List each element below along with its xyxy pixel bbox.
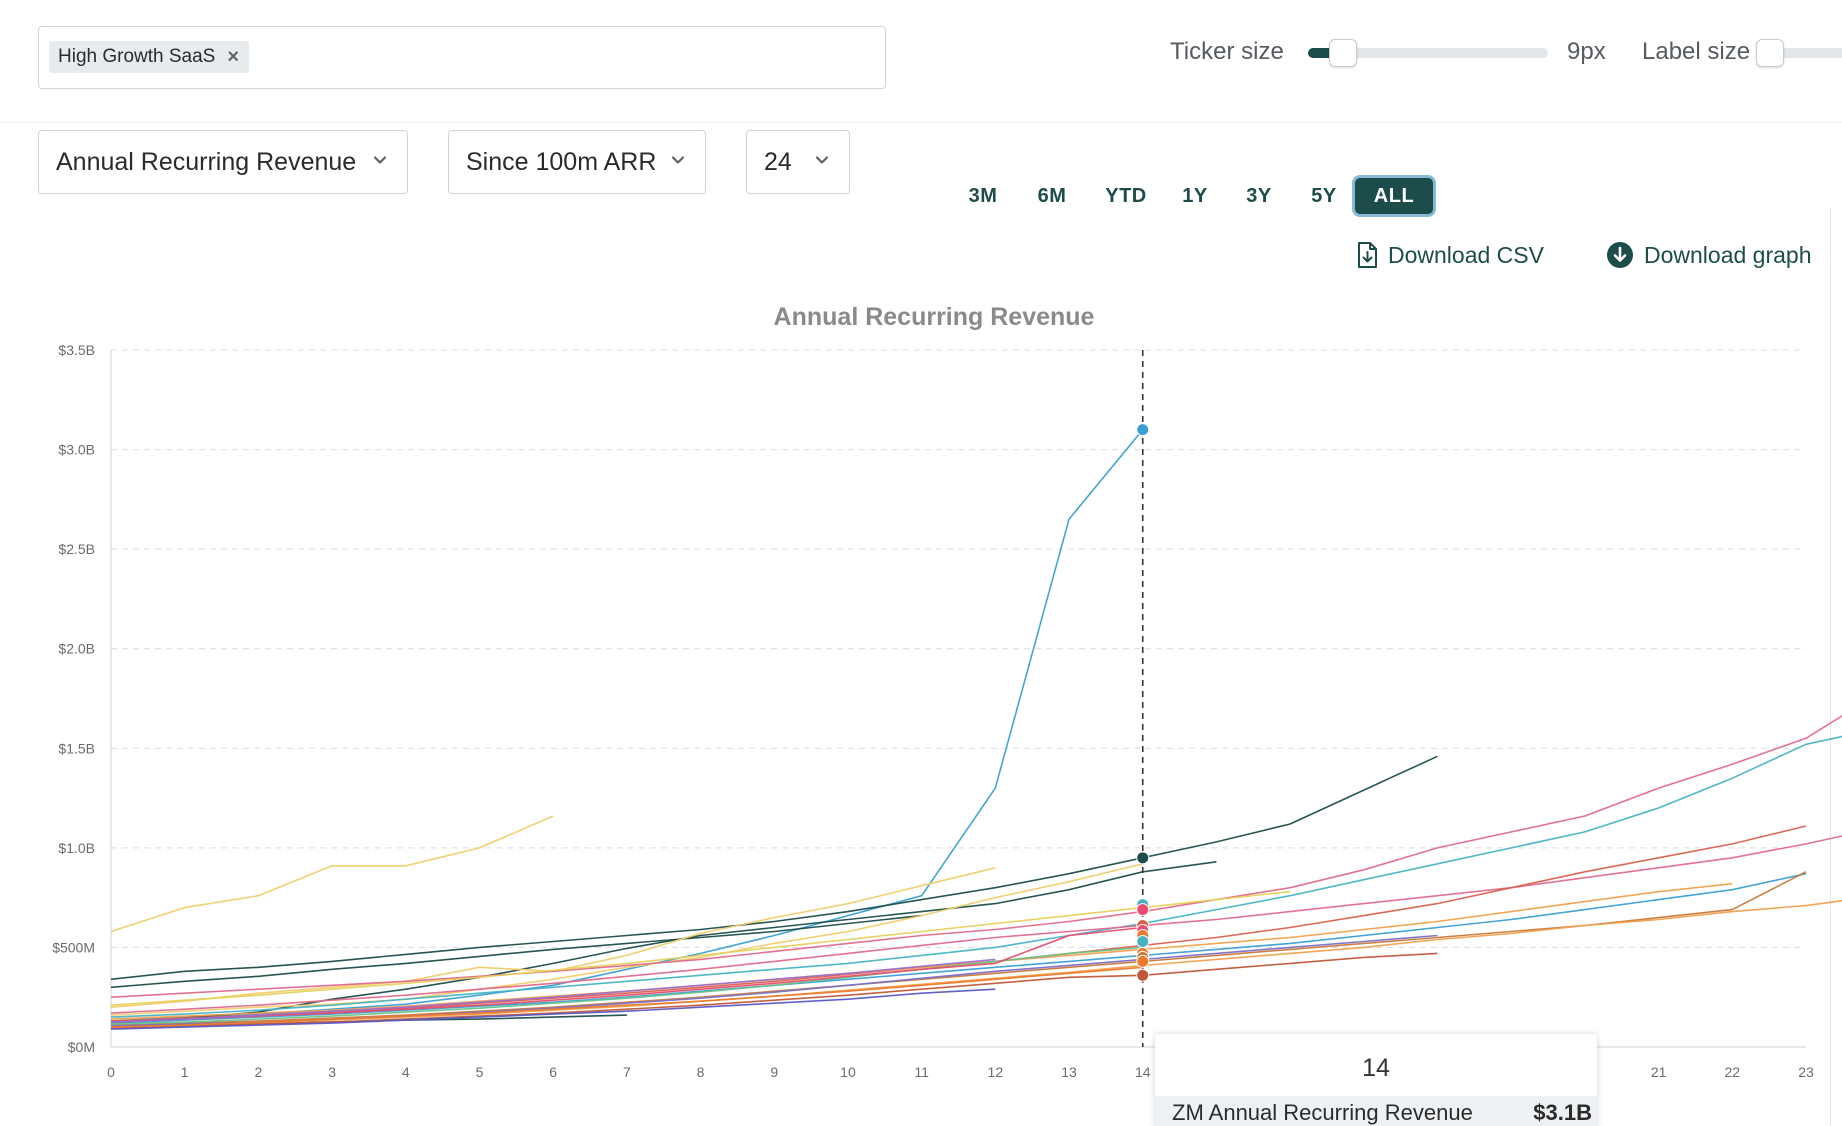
series-line bbox=[110, 988, 996, 1030]
series-line bbox=[110, 863, 1143, 1016]
x-tick-label: 4 bbox=[402, 1064, 410, 1080]
series-line bbox=[110, 429, 1144, 1022]
x-tick-label: 10 bbox=[840, 1064, 856, 1080]
series-line bbox=[110, 914, 922, 989]
metric-dropdown[interactable]: Annual Recurring Revenue bbox=[38, 130, 408, 194]
range-ytd-button[interactable]: YTD bbox=[1105, 184, 1147, 207]
x-tick-label: 14 bbox=[1135, 1064, 1151, 1080]
toolbar-divider bbox=[0, 122, 1842, 123]
series-line bbox=[110, 952, 1438, 1029]
chart-grid bbox=[111, 349, 1806, 948]
x-tick-label: 6 bbox=[549, 1064, 557, 1080]
series-line bbox=[110, 958, 996, 1023]
panel-border bbox=[1830, 208, 1831, 1126]
series-line bbox=[110, 882, 1733, 1020]
tag-chip: High Growth SaaS × bbox=[49, 41, 250, 73]
range-1y-button[interactable]: 1Y bbox=[1182, 184, 1208, 207]
circle-download-icon bbox=[1607, 242, 1633, 268]
chart-title: Annual Recurring Revenue bbox=[773, 303, 1095, 331]
label-size-label: Label size bbox=[1642, 38, 1751, 65]
crosshair-dot bbox=[1136, 851, 1150, 865]
download-graph-button[interactable]: Download graph bbox=[1606, 238, 1812, 272]
baseline-dropdown[interactable]: Since 100m ARR bbox=[448, 130, 706, 194]
series-line bbox=[110, 735, 1842, 1018]
label-size-slider[interactable] bbox=[1756, 39, 1842, 67]
tooltip-series-value: $3.1B bbox=[1533, 1100, 1592, 1125]
y-tick-label: $2.0B bbox=[58, 641, 95, 657]
download-csv-label: Download CSV bbox=[1388, 241, 1544, 268]
tooltip-x-label: 14 bbox=[1362, 1054, 1390, 1082]
tag-chip-label: High Growth SaaS bbox=[58, 46, 216, 67]
ticker-size-thumb[interactable] bbox=[1329, 39, 1358, 67]
x-tick-label: 3 bbox=[328, 1064, 336, 1080]
x-tick-label: 2 bbox=[254, 1064, 262, 1080]
download-csv-button[interactable]: Download CSV bbox=[1356, 238, 1544, 272]
chevron-down-icon bbox=[671, 156, 685, 164]
chart-tooltip: 14 ZM Annual Recurring Revenue $3.1B bbox=[1155, 1034, 1597, 1126]
range-all-button[interactable]: ALL bbox=[1355, 178, 1433, 214]
tooltip-series-name: ZM Annual Recurring Revenue bbox=[1172, 1100, 1473, 1125]
ticker-size-fill bbox=[1308, 48, 1344, 58]
x-tick-label: 9 bbox=[770, 1064, 778, 1080]
series-line bbox=[110, 890, 1291, 1006]
crosshair-dot bbox=[1136, 423, 1150, 437]
baseline-dropdown-value: Since 100m ARR bbox=[466, 147, 657, 176]
x-tick-label: 0 bbox=[107, 1064, 115, 1080]
series-line bbox=[110, 966, 1143, 1028]
series-line bbox=[110, 815, 554, 933]
chevron-down-icon bbox=[373, 156, 387, 164]
crosshair-dots bbox=[1136, 423, 1150, 982]
series-line bbox=[110, 871, 1807, 1026]
x-tick-label: 21 bbox=[1651, 1064, 1667, 1080]
close-icon[interactable]: × bbox=[227, 45, 240, 68]
crosshair-dot bbox=[1136, 903, 1150, 917]
x-tick-label: 11 bbox=[914, 1064, 929, 1080]
series-line bbox=[110, 946, 1143, 1025]
series-line bbox=[110, 872, 1807, 1024]
x-tick-label: 12 bbox=[988, 1064, 1004, 1080]
chevron-down-icon bbox=[815, 156, 829, 164]
x-tick-label: 13 bbox=[1061, 1064, 1077, 1080]
range-3m-button[interactable]: 3M bbox=[968, 184, 998, 207]
series-line bbox=[110, 714, 1842, 998]
x-tick-label: 8 bbox=[697, 1064, 705, 1080]
tag-filter-input[interactable]: High Growth SaaS × bbox=[38, 26, 886, 89]
series-line bbox=[110, 755, 1438, 981]
series-line bbox=[110, 926, 1143, 1023]
y-tick-label: $3.5B bbox=[58, 342, 95, 358]
crosshair-dot bbox=[1136, 934, 1150, 948]
y-tick-label: $0M bbox=[68, 1039, 95, 1055]
series-line bbox=[110, 835, 1842, 1014]
x-tick-label: 1 bbox=[181, 1064, 189, 1080]
crosshair-dot bbox=[1136, 968, 1150, 982]
x-tick-label: 5 bbox=[476, 1064, 484, 1080]
series-line bbox=[110, 899, 1842, 1028]
range-6m-button[interactable]: 6M bbox=[1037, 184, 1067, 207]
y-tick-label: $1.0B bbox=[58, 840, 95, 856]
ticker-size-slider[interactable] bbox=[1308, 39, 1548, 67]
download-graph-label: Download graph bbox=[1644, 241, 1812, 268]
range-3y-button[interactable]: 3Y bbox=[1246, 184, 1272, 207]
ticker-size-label: Ticker size bbox=[1170, 38, 1284, 65]
crosshair-dot bbox=[1136, 954, 1150, 968]
y-axis: $0M $500M $1.0B $1.5B $2.0B $2.5B $3.0B $3.5B bbox=[52, 342, 112, 1055]
metric-dropdown-value: Annual Recurring Revenue bbox=[56, 147, 357, 176]
range-5y-button[interactable]: 5Y bbox=[1311, 184, 1337, 207]
x-tick-label: 7 bbox=[623, 1064, 631, 1080]
x-tick-label: 23 bbox=[1798, 1064, 1814, 1080]
y-tick-label: $500M bbox=[52, 939, 95, 955]
y-tick-label: $3.0B bbox=[58, 442, 95, 458]
chart-series-group bbox=[110, 429, 1842, 1030]
count-dropdown-value: 24 bbox=[764, 147, 792, 176]
y-tick-label: $2.5B bbox=[58, 541, 95, 557]
file-download-icon bbox=[1358, 242, 1377, 268]
tooltip-row: ZM Annual Recurring Revenue $3.1B bbox=[1155, 1096, 1597, 1126]
x-tick-label: 22 bbox=[1725, 1064, 1741, 1080]
ticker-size-value: 9px bbox=[1567, 38, 1606, 65]
count-dropdown[interactable]: 24 bbox=[746, 130, 850, 194]
label-size-thumb[interactable] bbox=[1756, 39, 1784, 67]
y-tick-label: $1.5B bbox=[58, 740, 95, 756]
